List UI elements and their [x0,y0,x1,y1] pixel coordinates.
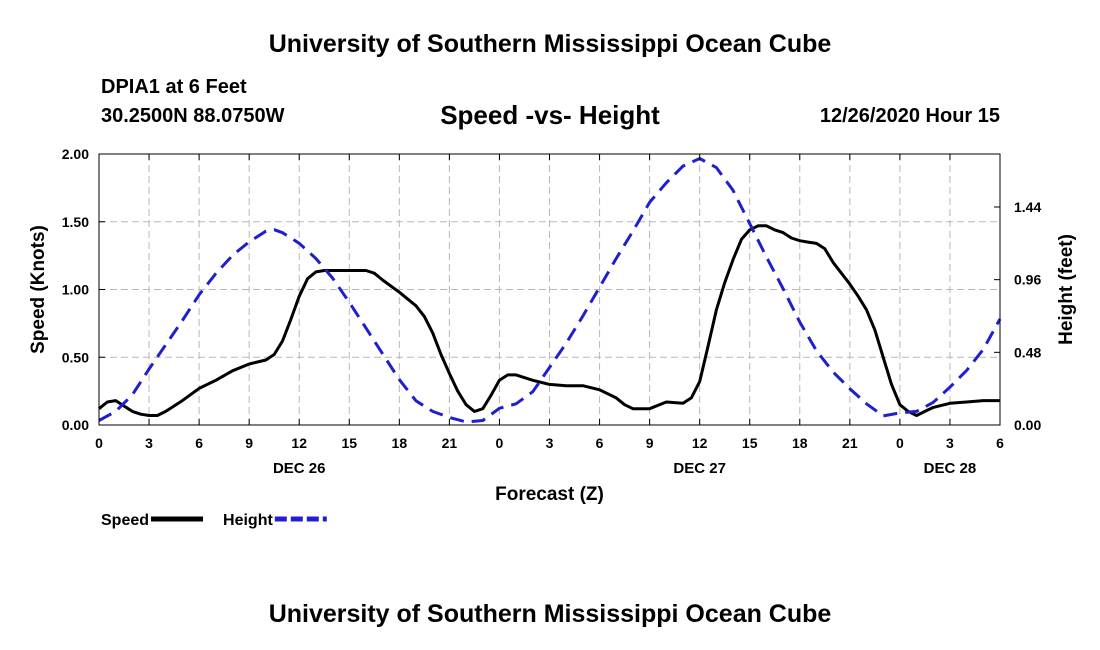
axes: 0 3 6 9 12 15 18 21 0 3 6 9 12 15 18 21 0 3 6 0.00 0.50 1.00 1… [62,146,1042,477]
y-tick-label: 1.50 [62,214,89,230]
day-label: DEC 26 [273,460,326,477]
speed-height-chart: 0 3 6 9 12 15 18 21 0 3 6 9 12 15 18 21 0 3 6 0.00 0.50 1.00 1… [28,146,1077,529]
x-tick-label: 21 [442,435,458,451]
x-tick-label: 3 [145,435,153,451]
x-tick-label: 0 [896,435,904,451]
x-tick-label: 9 [646,435,654,451]
y-tick-label: 0.00 [62,417,89,433]
day-label: DEC 28 [924,460,977,477]
x-tick-label: 18 [792,435,808,451]
y-tick-label: 0.50 [62,349,89,365]
footer-title: University of Southern Mississippi Ocean… [268,600,832,628]
legend-label-speed: Speed [101,512,149,529]
legend-label-height: Height [223,512,273,529]
page-title: University of Southern Mississippi Ocean… [268,30,832,58]
y-axis-label: Speed (Knots) [28,225,49,354]
forecast-datetime: 12/26/2020 Hour 15 [819,105,1000,127]
y-tick-label: 2.00 [62,146,89,162]
x-tick-label: 12 [692,435,708,451]
x-tick-label: 12 [291,435,307,451]
legend: Speed Height [101,512,327,529]
x-tick-label: 6 [996,435,1004,451]
x-tick-label: 3 [546,435,554,451]
x-tick-label: 6 [596,435,604,451]
x-tick-label: 3 [946,435,954,451]
chart-subtitle: Speed -vs- Height [440,100,660,130]
day-label: DEC 27 [673,460,726,477]
x-tick-label: 0 [95,435,103,451]
x-axis-label: Forecast (Z) [495,484,604,505]
y2-tick-label: 0.00 [1014,417,1041,433]
x-tick-label: 15 [341,435,357,451]
x-tick-label: 6 [195,435,203,451]
x-tick-label: 15 [742,435,758,451]
y2-axis-label: Height (feet) [1056,234,1077,345]
y-tick-label: 1.00 [62,282,89,298]
y2-tick-label: 0.48 [1014,344,1041,360]
series-lines [98,157,1002,424]
y2-tick-label: 1.44 [1014,199,1041,215]
station-coordinates: 30.2500N 88.0750W [101,105,285,127]
x-tick-label: 18 [392,435,408,451]
x-tick-label: 21 [842,435,858,451]
series-speed-line [98,224,1000,417]
x-tick-label: 9 [245,435,253,451]
x-tick-label: 0 [496,435,504,451]
y2-tick-label: 0.96 [1014,272,1041,288]
station-label: DPIA1 at 6 Feet [101,76,247,98]
